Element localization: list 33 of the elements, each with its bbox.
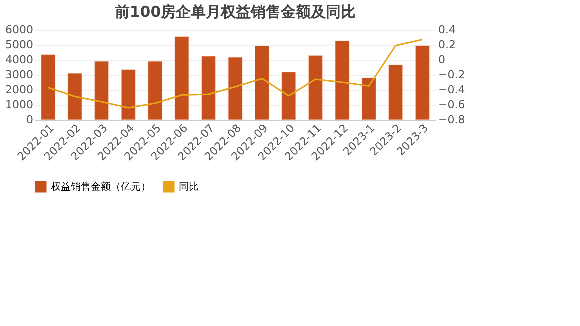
y2-tick-label: −0.6 bbox=[438, 98, 466, 112]
y2-tick-label: 0.2 bbox=[438, 38, 456, 52]
y2-tick-label: −0.8 bbox=[438, 114, 466, 126]
y2-tick-label: −0.4 bbox=[438, 84, 466, 96]
bar bbox=[335, 40, 350, 120]
bar bbox=[202, 56, 216, 120]
y-tick-label: 0 bbox=[26, 114, 34, 126]
legend-label: 同比 bbox=[179, 181, 199, 193]
chart-title: 前100房企单月权益销售金额及同比 bbox=[114, 3, 356, 21]
y2-tick-label: −0.2 bbox=[438, 68, 466, 82]
bar bbox=[94, 61, 110, 120]
bar bbox=[362, 78, 376, 120]
y2-tick-label: 0.4 bbox=[438, 24, 456, 36]
bar bbox=[121, 70, 136, 120]
y-tick-label: 1000 bbox=[6, 98, 34, 112]
y-tick-label: 3000 bbox=[6, 68, 34, 82]
bar bbox=[148, 61, 163, 120]
bar bbox=[308, 55, 323, 120]
bar bbox=[68, 73, 82, 120]
bar bbox=[41, 54, 56, 120]
legend-label: 权益销售金额（亿元） bbox=[50, 181, 151, 193]
y-tick-label: 6000 bbox=[6, 24, 34, 36]
y2-tick-label: 0 bbox=[438, 54, 446, 66]
y-tick-label: 5000 bbox=[6, 38, 34, 52]
y-tick-label: 2000 bbox=[6, 84, 34, 96]
bar bbox=[282, 72, 296, 120]
bar bbox=[254, 46, 270, 120]
y-tick-label: 4000 bbox=[6, 54, 34, 66]
line-series bbox=[48, 39, 424, 109]
bar bbox=[388, 64, 404, 120]
bar bbox=[415, 46, 430, 120]
bar bbox=[174, 36, 190, 120]
bar bbox=[228, 57, 243, 120]
